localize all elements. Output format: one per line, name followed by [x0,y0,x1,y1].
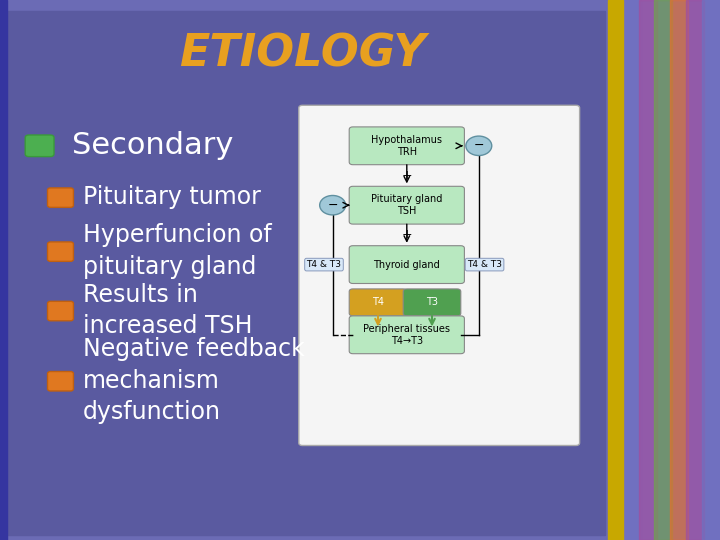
Bar [0,0,7,540]
Circle shape [466,136,492,156]
FancyBboxPatch shape [48,301,73,321]
Bar [670,0,688,540]
Text: Results in
increased TSH: Results in increased TSH [83,283,252,338]
FancyBboxPatch shape [25,135,54,157]
Text: Negative feedback
mechanism
dysfunction: Negative feedback mechanism dysfunction [83,337,305,424]
FancyBboxPatch shape [349,316,464,354]
Bar [623,0,720,540]
Text: T4 & T3: T4 & T3 [467,260,502,269]
Bar [686,0,704,540]
Text: −: − [474,139,484,152]
Circle shape [320,195,346,215]
Bar [623,0,641,540]
FancyBboxPatch shape [349,246,464,284]
FancyBboxPatch shape [403,289,461,316]
Text: Pituitary tumor: Pituitary tumor [83,185,261,209]
Text: T4 & T3: T4 & T3 [307,260,341,269]
Text: Thyroid gland: Thyroid gland [374,260,440,269]
Text: ETIOLOGY: ETIOLOGY [179,32,426,76]
FancyBboxPatch shape [48,188,73,207]
FancyBboxPatch shape [48,242,73,261]
Text: T4: T4 [372,298,384,307]
Text: Hyperfuncion of
pituitary gland: Hyperfuncion of pituitary gland [83,224,271,279]
Text: +: + [402,228,412,241]
Bar [608,0,623,540]
FancyBboxPatch shape [349,127,464,165]
Text: Hypothalamus
TRH: Hypothalamus TRH [372,135,442,157]
Bar [639,0,657,540]
Text: Pituitary gland
TSH: Pituitary gland TSH [371,194,443,216]
FancyBboxPatch shape [349,186,464,224]
Text: −: − [328,199,338,212]
Bar [702,0,720,540]
Text: Secondary: Secondary [72,131,233,160]
Text: Peripheral tissues
T4→T3: Peripheral tissues T4→T3 [364,324,450,346]
Bar [7,11,605,535]
FancyBboxPatch shape [349,289,407,316]
Text: T3: T3 [426,298,438,307]
Bar [654,0,672,540]
Text: +: + [402,169,412,182]
FancyBboxPatch shape [48,372,73,391]
FancyBboxPatch shape [299,105,580,445]
